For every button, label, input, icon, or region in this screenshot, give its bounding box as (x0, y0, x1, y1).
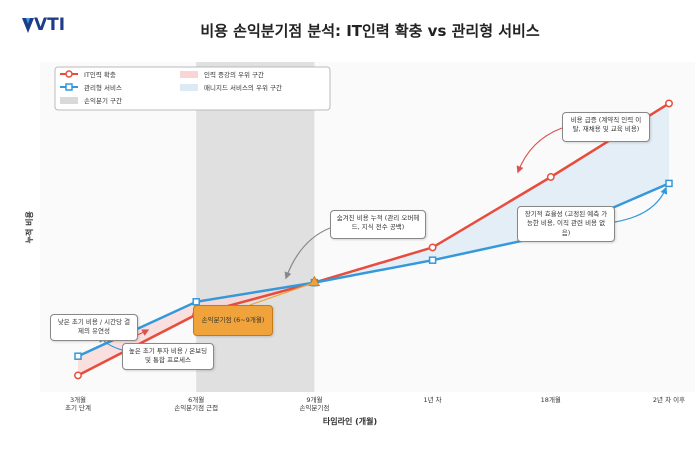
x-tick-label: 18개월 (540, 396, 561, 404)
legend-label: 관리형 서비스 (84, 84, 122, 92)
annotation: 비용 급증 (계약직 인력 이탈, 재채용 및 교육 비용) (562, 112, 650, 142)
x-tick-label: 3개월 초기 단계 (65, 396, 91, 413)
legend-label: 매니지드 서비스의 우위 구간 (204, 84, 282, 92)
data-point (665, 179, 673, 188)
legend-label: 손익분기 구간 (84, 97, 122, 105)
x-tick-label: 1년 차 (423, 396, 442, 404)
annotation: 장기적 효율성 (고정된 예측 가능한 비용, 이직 관련 비용 없음) (517, 206, 615, 243)
data-point (74, 352, 82, 360)
logo-mark-accent (26, 18, 30, 24)
data-point (665, 99, 673, 108)
legend-label: IT인력 확충 (84, 71, 116, 79)
legend-marker (65, 70, 73, 78)
annotation-arrow (516, 127, 563, 174)
annotation-connector (249, 282, 315, 306)
legend-marker (65, 83, 73, 91)
chart-title: 비용 손익분기점 분석: IT인력 확충 vs 관리형 서비스 (200, 22, 540, 40)
x-tick-label: 9개월 손익분기점 (299, 396, 330, 413)
annotation: 높은 초기 투자 비용 / 온보딩 및 통합 프로세스 (122, 343, 214, 370)
logo-mark (22, 18, 34, 33)
x-tick-label: 2년 차 이후 (652, 396, 686, 404)
y-axis-label: 누적 비용 (24, 211, 34, 244)
x-tick-label: 6개월 손익분기점 근접 (174, 396, 219, 413)
data-point (192, 298, 200, 306)
data-point (428, 256, 437, 264)
legend-swatch (60, 97, 78, 104)
legend-swatch (180, 84, 198, 91)
annotation-arrow (614, 186, 668, 223)
annotation-arrow (284, 227, 331, 280)
series-line (77, 102, 670, 377)
annotation: 숨겨진 비용 누적 (관리 오버헤드, 지식 전수 공백) (330, 210, 426, 239)
breakeven-band (196, 62, 315, 392)
annotation: 낮은 초기 비용 / 시간당 결제의 유연성 (50, 314, 138, 341)
data-point (428, 243, 437, 252)
annotation: 손익분기점 (6~9개월) (193, 305, 273, 336)
x-axis-label: 타임라인 (개월) (322, 417, 378, 426)
data-point (546, 173, 555, 181)
data-point (74, 371, 82, 380)
legend-label: 인력 증강의 우위 구간 (204, 71, 265, 79)
legend-swatch (180, 71, 198, 78)
logo: VTI (34, 15, 66, 35)
